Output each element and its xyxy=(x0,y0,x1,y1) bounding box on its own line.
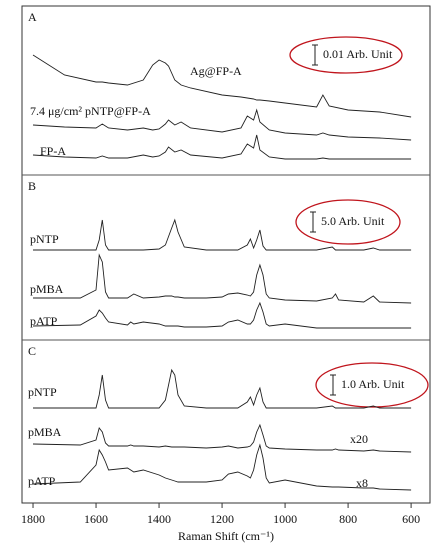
panel-label: B xyxy=(28,179,36,193)
series-label: pATP xyxy=(30,314,58,328)
series-label: pATP xyxy=(28,474,56,488)
x-tick-label: 1400 xyxy=(147,512,171,526)
spectrum-line xyxy=(32,54,412,118)
x-tick-label: 1800 xyxy=(21,512,45,526)
x-tick-label: 1200 xyxy=(210,512,234,526)
x-axis-label: Raman Shift (cm⁻¹) xyxy=(178,529,274,543)
spectrum-line xyxy=(32,443,412,491)
panel-label: C xyxy=(28,344,36,358)
series-label: Ag@FP-A xyxy=(190,64,242,78)
x-tick-label: 800 xyxy=(339,512,357,526)
series-label: FP-A xyxy=(40,144,66,158)
series-label: pNTP xyxy=(30,232,59,246)
spectrum-line xyxy=(32,423,412,453)
series-label: 7.4 μg/cm² pNTP@FP-A xyxy=(30,104,151,118)
scale-bar-label: 0.01 Arb. Unit xyxy=(323,47,393,61)
spectrum-line xyxy=(32,134,412,160)
spectrum-line xyxy=(33,218,412,251)
highlight-ellipse xyxy=(295,199,401,245)
annotation: x8 xyxy=(356,476,368,490)
scale-bar-label: 1.0 Arb. Unit xyxy=(341,377,405,391)
x-tick-label: 1000 xyxy=(273,512,297,526)
spectrum-line xyxy=(32,301,412,329)
series-label: pMBA xyxy=(28,425,62,439)
panel-label: A xyxy=(28,10,37,24)
highlight-ellipse xyxy=(315,362,429,408)
x-tick-label: 600 xyxy=(402,512,420,526)
spectrum-line xyxy=(33,253,412,304)
scale-bar-label: 5.0 Arb. Unit xyxy=(321,214,385,228)
spectrum-line xyxy=(32,108,412,141)
spectrum-line xyxy=(33,368,412,409)
frame xyxy=(21,5,431,504)
x-tick-label: 1600 xyxy=(84,512,108,526)
highlight-ellipse xyxy=(289,36,403,74)
series-label: pNTP xyxy=(28,385,57,399)
series-label: pMBA xyxy=(30,282,64,296)
annotation: x20 xyxy=(350,432,368,446)
